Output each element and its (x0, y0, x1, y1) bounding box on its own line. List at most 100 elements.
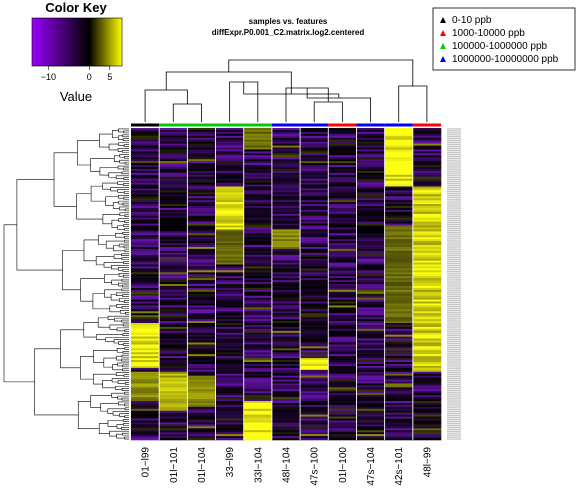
heatmap-cell (187, 334, 216, 337)
heatmap-cell (271, 213, 301, 217)
heatmap-cell (271, 141, 301, 144)
heatmap-cell (356, 268, 385, 271)
heatmap-cell (384, 293, 414, 296)
heatmap-cell (159, 276, 188, 279)
heatmap-cell (187, 313, 216, 316)
heatmap-cell (328, 309, 357, 312)
heatmap-cell (300, 264, 329, 267)
heatmap-cell (271, 174, 301, 178)
heatmap-cell (412, 369, 442, 373)
heatmap-cell (131, 334, 160, 337)
heatmap-cell (300, 252, 329, 256)
heatmap-cell (300, 324, 329, 328)
row-label-glyph (447, 416, 461, 419)
heatmap-cell (300, 128, 329, 131)
heatmap-cell (300, 186, 329, 189)
heatmap-cell (271, 399, 301, 402)
row-label-glyph (447, 204, 461, 206)
heatmap-cell (356, 241, 385, 244)
heatmap-cell (271, 303, 301, 306)
heatmap-cell (300, 297, 329, 300)
column-label: 48l−99 (422, 447, 433, 478)
dendrogram-branch (95, 256, 115, 266)
row-label-glyph (447, 381, 461, 384)
heatmap-cell (384, 311, 414, 314)
heatmap-cell (271, 297, 301, 300)
heatmap-cell (159, 153, 188, 156)
heatmap-cell (159, 418, 188, 421)
heatmap-cell (328, 414, 357, 417)
heatmap-cell (243, 246, 273, 250)
heatmap-cell (271, 340, 301, 343)
heatmap-cell (356, 184, 385, 187)
heatmap-cell (187, 297, 216, 300)
heatmap-cell (412, 274, 442, 277)
heatmap-cell (215, 139, 245, 142)
heatmap-cell (271, 167, 301, 170)
heatmap-cell (131, 213, 160, 217)
heatmap-cell (159, 401, 188, 404)
row-label-glyph (447, 140, 461, 142)
heatmap-cell (356, 200, 385, 203)
heatmap-cell (159, 285, 188, 289)
heatmap-cell (243, 141, 273, 144)
heatmap-cell (356, 233, 385, 236)
heatmap-cell (187, 379, 216, 382)
heatmap-cell (412, 330, 442, 334)
dendrogram-branch (122, 232, 129, 235)
dendrogram-branch (306, 88, 371, 122)
heatmap-cell (300, 174, 329, 178)
heatmap-cell (412, 289, 442, 293)
column-group-marker (271, 123, 301, 127)
heatmap-cell (187, 139, 216, 142)
row-label-glyph (447, 134, 461, 136)
heatmap-cell (215, 157, 245, 160)
heatmap-cell (243, 135, 273, 139)
heatmap-cell (356, 196, 385, 199)
heatmap-cell (271, 129, 301, 133)
legend-entry: 100000-1000000 ppb (452, 41, 548, 52)
heatmap-cell (271, 389, 301, 392)
heatmap-cell (215, 402, 245, 406)
heatmap-cell (271, 408, 301, 412)
heatmap-cell (412, 426, 442, 429)
row-label-glyph (447, 418, 461, 421)
heatmap-cell (384, 227, 414, 230)
heatmap-cell (187, 172, 216, 176)
heatmap-cell (412, 282, 442, 285)
heatmap-cell (412, 256, 442, 259)
heatmap-cell (215, 262, 245, 265)
heatmap-cell (300, 358, 329, 361)
heatmap-cell (131, 342, 160, 345)
heatmap-cell (300, 272, 329, 275)
heatmap-cell (271, 344, 301, 347)
heatmap-cell (131, 282, 160, 285)
heatmap-cell (131, 393, 160, 396)
heatmap-cell (384, 356, 414, 359)
heatmap-cell (271, 393, 301, 396)
heatmap-cell (384, 344, 414, 347)
heatmap-cell (271, 241, 301, 244)
heatmap-cell (412, 153, 442, 156)
heatmap-cell (243, 416, 273, 419)
row-label-glyph (447, 218, 461, 220)
heatmap-cell (300, 402, 329, 406)
heatmap-cell (328, 147, 357, 150)
row-label-glyph (447, 393, 461, 395)
heatmap-cell (384, 393, 414, 396)
heatmap-cell (384, 206, 414, 209)
heatmap-cell (384, 395, 414, 398)
dendrogram-branch (111, 392, 125, 398)
heatmap-cell (328, 404, 357, 408)
heatmap-cell (159, 412, 188, 415)
heatmap-cell (300, 293, 329, 296)
heatmap-cell (412, 336, 442, 339)
dendrogram-branch (115, 175, 129, 179)
heatmap-cell (384, 182, 414, 185)
heatmap-cell (131, 389, 160, 392)
heatmap-cell (328, 213, 357, 217)
heatmap-cell (328, 256, 357, 259)
heatmap-cell (215, 434, 245, 437)
heatmap-cell (271, 192, 301, 195)
dendrogram-branch (122, 419, 129, 422)
